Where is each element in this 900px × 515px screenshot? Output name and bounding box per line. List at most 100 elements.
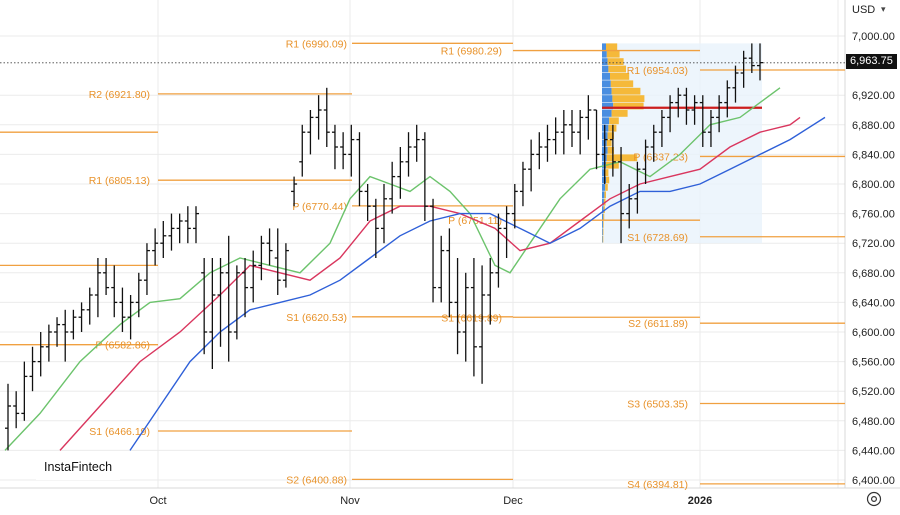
volume-bar-orange	[604, 191, 606, 199]
ohlc-bar	[356, 132, 363, 207]
ohlc-bar	[503, 206, 510, 258]
ohlc-bar	[658, 110, 665, 147]
ohlc-bar	[405, 132, 412, 177]
ohlc-bar	[21, 361, 28, 421]
pivot-level-label: R1 (6805.13)	[89, 175, 150, 187]
ohlc-bar	[757, 43, 763, 81]
ohlc-bar	[193, 206, 199, 244]
price-tick-label: 6,400.00	[852, 475, 895, 487]
ohlc-bar	[217, 258, 224, 347]
ohlc-bar	[315, 95, 322, 140]
ohlc-bar	[372, 198, 379, 258]
time-tick-label: Oct	[149, 495, 166, 507]
volume-bar-blue	[602, 80, 611, 88]
volume-bar-orange	[610, 80, 634, 88]
volume-bar-orange	[603, 213, 605, 221]
volume-bar-orange	[606, 176, 610, 184]
ohlc-bar	[168, 213, 175, 251]
volume-bar-orange	[602, 221, 604, 228]
pivot-levels: R2 (6921.80) R1 (6805.13) P (6582.86) S1 (6…	[0, 38, 845, 491]
ohlc-bar	[691, 95, 698, 125]
pivot-level-label: S4 (6394.81)	[627, 479, 688, 491]
pivot-level-label: S1 (6620.53)	[286, 312, 347, 324]
volume-bar-orange	[606, 50, 620, 58]
ohlc-bar	[86, 287, 93, 325]
ohlc-bar	[470, 258, 477, 377]
currency-selector[interactable]: USD	[852, 4, 875, 16]
ohlc-bar	[291, 176, 298, 207]
pivot-level-label: R1 (6980.29)	[441, 46, 502, 58]
volume-bar-blue	[602, 191, 605, 199]
pivot-level-label: S2 (6400.88)	[286, 474, 347, 486]
volume-bar-orange	[602, 235, 604, 243]
volume-bar-blue	[602, 65, 609, 73]
chevron-down-icon[interactable]: ▾	[881, 4, 886, 14]
ohlc-bar	[593, 109, 600, 170]
ohlc-bar	[479, 265, 486, 384]
current-price-tag: 6,963.75	[846, 54, 897, 69]
price-tick-label: 6,640.00	[852, 297, 895, 309]
volume-bar-orange	[613, 102, 644, 110]
ohlc-bar	[348, 124, 355, 177]
volume-bar-blue	[602, 184, 606, 191]
volume-bar-blue	[602, 58, 608, 65]
volume-bar-blue	[602, 117, 610, 125]
ohlc-bar	[634, 161, 641, 214]
volume-bar-blue	[602, 235, 603, 243]
ohlc-bar	[13, 391, 20, 429]
ohlc-bar	[201, 258, 208, 355]
pivot-level-label: P (6837.23)	[633, 151, 688, 163]
volume-bar-orange	[606, 154, 638, 162]
volume-bar-blue	[602, 198, 604, 206]
ohlc-bar	[601, 124, 608, 184]
ohlc-bar	[642, 139, 649, 184]
ohlc-bar	[421, 132, 428, 221]
ohlc-bar	[119, 287, 126, 332]
volume-bar-orange	[608, 65, 626, 73]
ohlc-bar	[438, 235, 445, 303]
pivot-level-label: R1 (6954.03)	[627, 65, 688, 77]
ohlc-bar	[626, 184, 633, 229]
ohlc-bar	[250, 250, 257, 303]
ohlc-bar	[511, 184, 518, 229]
volume-bar-orange	[607, 147, 614, 154]
volume-bar-blue	[602, 206, 604, 213]
ohlc-bar	[585, 95, 592, 140]
ohlc-bar	[184, 206, 191, 244]
price-tick-label: 6,920.00	[852, 90, 895, 102]
ohlc-bar	[618, 147, 625, 244]
ohlc-bar	[495, 213, 502, 288]
volume-bar-blue	[602, 228, 603, 236]
moving-average-green	[4, 87, 781, 451]
pivot-level-label: S1 (6728.69)	[627, 232, 688, 244]
ohlc-bar	[528, 139, 535, 192]
ohlc-bar	[127, 295, 134, 340]
time-tick-label: 2026	[688, 495, 712, 507]
ohlc-bar	[544, 124, 551, 162]
price-tick-label: 6,840.00	[852, 149, 895, 161]
ohlc-bar	[331, 124, 338, 170]
ohlc-bar	[716, 95, 723, 133]
volume-bar-orange	[610, 73, 630, 80]
ohlc-bar	[258, 235, 265, 281]
volume-bar-blue	[602, 213, 604, 221]
volume-bar-orange	[611, 87, 641, 95]
ohlc-bar	[176, 213, 183, 244]
ohlc-bar	[143, 243, 150, 295]
ohlc-bar	[111, 265, 118, 318]
volume-bar-orange	[605, 169, 609, 176]
price-tick-label: 6,560.00	[852, 357, 895, 369]
gear-icon[interactable]	[866, 491, 882, 507]
ohlc-bar	[282, 243, 289, 288]
ohlc-bar	[667, 95, 674, 133]
volume-bar-blue	[602, 43, 606, 51]
ohlc-bar	[577, 110, 584, 155]
volume-bar-blue	[602, 110, 612, 117]
ohlc-bar	[569, 110, 575, 147]
ohlc-bar	[5, 383, 11, 451]
volume-bar-orange	[607, 58, 624, 65]
ohlc-bar	[160, 221, 167, 258]
volume-bar-blue	[602, 102, 614, 110]
